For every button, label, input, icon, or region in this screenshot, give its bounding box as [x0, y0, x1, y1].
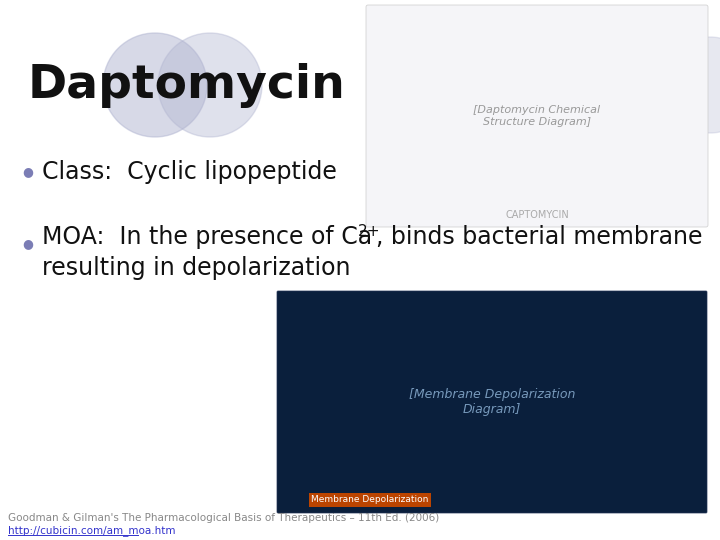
Text: , binds bacterial membrane: , binds bacterial membrane [376, 225, 703, 249]
Text: [Daptomycin Chemical
Structure Diagram]: [Daptomycin Chemical Structure Diagram] [474, 105, 600, 127]
Text: Daptomycin: Daptomycin [28, 63, 346, 107]
Text: Class:  Cyclic lipopeptide: Class: Cyclic lipopeptide [42, 160, 337, 184]
Circle shape [103, 33, 207, 137]
Text: Goodman & Gilman's The Pharmacological Basis of Therapeutics – 11th Ed. (2006): Goodman & Gilman's The Pharmacological B… [8, 513, 439, 523]
Text: ●: ● [22, 238, 33, 251]
FancyBboxPatch shape [366, 5, 708, 227]
Text: MOA:  In the presence of Ca: MOA: In the presence of Ca [42, 225, 372, 249]
Circle shape [662, 37, 720, 133]
Text: CAPTOMYCIN: CAPTOMYCIN [505, 210, 569, 220]
Text: 2+: 2+ [358, 224, 381, 239]
FancyBboxPatch shape [277, 291, 707, 513]
Text: http://cubicin.com/am_moa.htm: http://cubicin.com/am_moa.htm [8, 525, 176, 536]
Circle shape [158, 33, 262, 137]
Text: Membrane Depolarization: Membrane Depolarization [311, 496, 428, 504]
Text: [Membrane Depolarization
Diagram]: [Membrane Depolarization Diagram] [409, 388, 575, 416]
Text: resulting in depolarization: resulting in depolarization [42, 256, 351, 280]
Text: ●: ● [22, 165, 33, 179]
